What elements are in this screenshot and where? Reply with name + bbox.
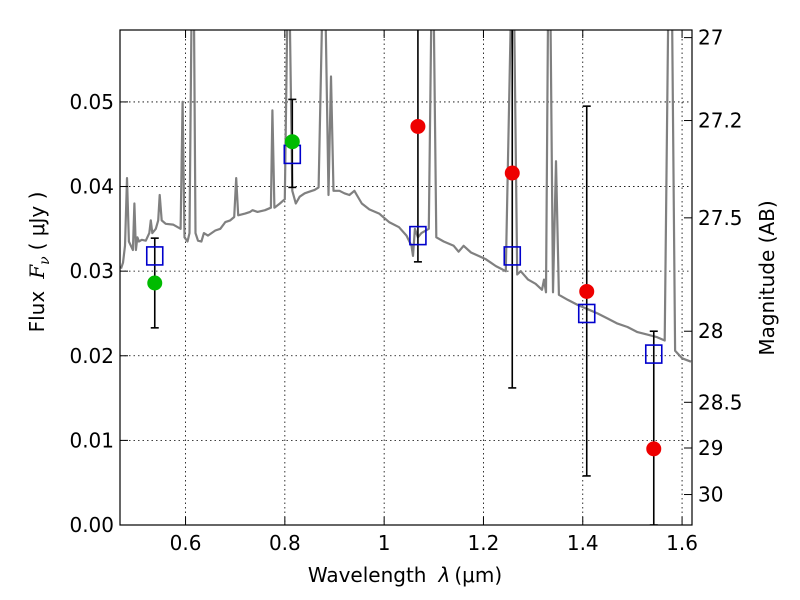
detection-point <box>147 275 163 291</box>
grid <box>120 30 692 526</box>
y2-tick-label: 28 <box>698 319 723 343</box>
y2-tick-label: 30 <box>698 483 723 507</box>
detection-point <box>284 134 300 150</box>
y2-tick-label: 28.5 <box>698 390 743 414</box>
x-tick-label: 1.2 <box>468 531 500 555</box>
plot-area <box>120 30 692 525</box>
y-tick-label: 0.05 <box>69 90 114 114</box>
upper-limit-point <box>504 165 520 181</box>
model-photometry-square <box>503 246 522 266</box>
plot-frame <box>119 29 693 526</box>
upper-limit-point <box>410 118 426 134</box>
y2-tick-label: 27.5 <box>698 206 743 230</box>
y-tick-label: 0.04 <box>69 175 114 199</box>
y2-tick-label: 29 <box>698 436 723 460</box>
y-axis-label: FluxFν( μJy ) <box>25 192 53 333</box>
y-tick-label: 0.00 <box>69 513 114 537</box>
y2-tick-label: 27 <box>698 26 723 50</box>
x-tick-label: 0.8 <box>269 531 301 555</box>
model-photometry-square <box>409 225 427 246</box>
x-tick-label: 1.4 <box>567 531 599 555</box>
y-tick-label: 0.01 <box>69 428 114 452</box>
y-tick-label: 0.02 <box>69 344 114 368</box>
y-tick-label: 0.03 <box>69 259 114 283</box>
y2-axis-label: Magnitude (AB) <box>755 200 779 355</box>
model-photometry-square <box>145 246 164 266</box>
upper-limit-point <box>579 283 595 299</box>
model-photometry-square <box>577 303 596 324</box>
model-photometry-square <box>644 344 663 364</box>
x-tick-label: 0.6 <box>170 531 202 555</box>
upper-limit-point <box>646 441 662 457</box>
x-tick-label: 1.6 <box>666 531 698 555</box>
axis-ticks: 0.6 0.8 1 1.2 1.4 1.6 0.00 0.01 0.02 0.03 0.04 0.05… <box>69 26 742 555</box>
sed-line <box>120 30 692 363</box>
y2-tick-label: 27.2 <box>698 109 743 133</box>
x-axis-label: Wavelength λ (μm) <box>308 563 502 587</box>
x-tick-label: 1 <box>378 531 391 555</box>
